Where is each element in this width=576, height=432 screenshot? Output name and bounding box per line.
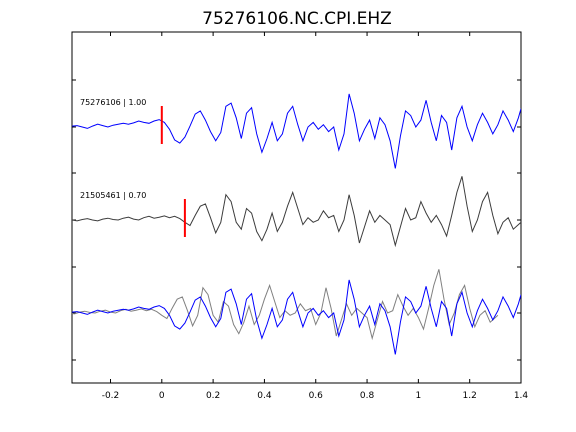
x-axis-tick-labels: -0.2 0 0.2 0.4 0.6 0.8 1 1.2 1.4 xyxy=(102,391,529,401)
trace-label-0: 75276106 | 1.00 xyxy=(80,98,146,107)
trace-labels: 75276106 | 1.00 21505461 | 0.70 xyxy=(80,98,146,200)
chart-title: 75276106.NC.CPI.EHZ xyxy=(202,9,392,29)
x-tick-label: 1 xyxy=(416,391,422,401)
x-axis-ticks xyxy=(109,32,522,383)
trace-label-1: 21505461 | 0.70 xyxy=(80,191,146,200)
x-tick-label: 0 xyxy=(159,391,165,401)
y-axis-ticks xyxy=(72,79,521,361)
x-tick-label: 0.4 xyxy=(257,391,272,401)
x-tick-label: 1.4 xyxy=(514,391,529,401)
seismic-traces xyxy=(72,93,521,355)
x-tick-label: 0.6 xyxy=(309,391,324,401)
overlay-trace-line-0 xyxy=(72,279,521,355)
x-tick-label: -0.2 xyxy=(102,391,120,401)
x-tick-label: 0.8 xyxy=(360,391,375,401)
pick-markers xyxy=(160,106,186,237)
trace-line-1 xyxy=(72,176,521,248)
plot-frame xyxy=(71,31,522,384)
x-tick-label: 0.2 xyxy=(206,391,220,401)
x-tick-label: 1.2 xyxy=(463,391,477,401)
trace-line-0 xyxy=(72,93,521,169)
